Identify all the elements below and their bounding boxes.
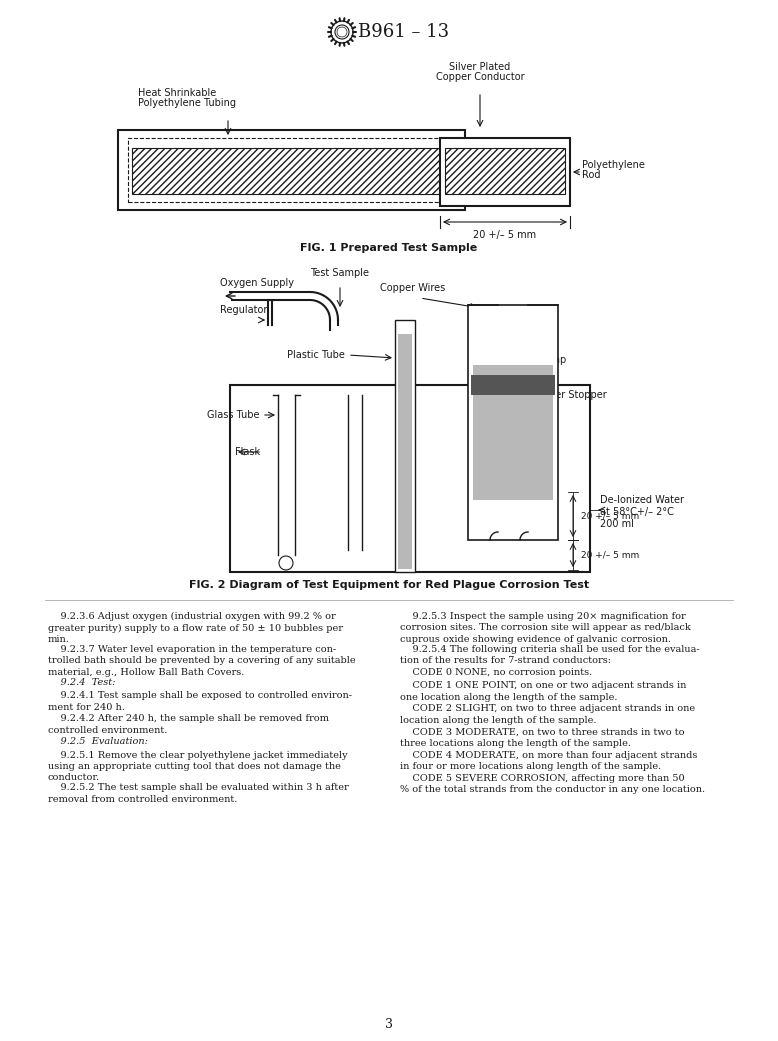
Text: CODE 1 ONE POINT, on one or two adjacent strands in
one location along the lengt: CODE 1 ONE POINT, on one or two adjacent… bbox=[400, 681, 686, 702]
Text: 9.2.4  Test:: 9.2.4 Test: bbox=[48, 678, 115, 687]
Text: Heat Shrinkable: Heat Shrinkable bbox=[138, 88, 216, 98]
Bar bbox=[132, 148, 460, 194]
Text: 9.2.4.1 Test sample shall be exposed to controlled environ-
ment for 240 h.: 9.2.4.1 Test sample shall be exposed to … bbox=[48, 691, 352, 712]
Text: Plastic Tube: Plastic Tube bbox=[287, 350, 345, 360]
Text: 3: 3 bbox=[385, 1018, 393, 1032]
Bar bbox=[473, 340, 553, 365]
Text: 9.2.5  Evaluation:: 9.2.5 Evaluation: bbox=[48, 737, 148, 746]
Text: Test Sample: Test Sample bbox=[310, 268, 370, 278]
Text: 200 ml: 200 ml bbox=[600, 519, 634, 529]
Text: Rod: Rod bbox=[582, 170, 601, 180]
Text: B961 – 13: B961 – 13 bbox=[358, 23, 449, 41]
Text: Air Gap: Air Gap bbox=[530, 355, 566, 365]
Text: Glass Tube: Glass Tube bbox=[208, 410, 260, 420]
Text: 20 +/– 5 mm: 20 +/– 5 mm bbox=[581, 511, 640, 520]
Text: Copper Conductor: Copper Conductor bbox=[436, 72, 524, 82]
Text: Silver Plated: Silver Plated bbox=[450, 62, 510, 72]
Text: Oxygen Supply: Oxygen Supply bbox=[220, 278, 294, 288]
Text: Copper Wires: Copper Wires bbox=[380, 283, 445, 293]
Text: CODE 2 SLIGHT, on two to three adjacent strands in one
location along the length: CODE 2 SLIGHT, on two to three adjacent … bbox=[400, 705, 695, 725]
Text: CODE 4 MODERATE, on more than four adjacent strands
in four or more locations al: CODE 4 MODERATE, on more than four adjac… bbox=[400, 751, 697, 771]
Text: De-Ionized Water: De-Ionized Water bbox=[600, 496, 684, 505]
Bar bbox=[232, 490, 588, 570]
Bar bbox=[118, 130, 465, 210]
Text: FIG. 1 Prepared Test Sample: FIG. 1 Prepared Test Sample bbox=[300, 243, 478, 253]
Text: 9.2.3.6 Adjust oxygen (industrial oxygen with 99.2 % or
greater purity) supply t: 9.2.3.6 Adjust oxygen (industrial oxygen… bbox=[48, 612, 343, 644]
Bar bbox=[445, 148, 565, 194]
Text: CODE 0 NONE, no corrosion points.: CODE 0 NONE, no corrosion points. bbox=[400, 668, 592, 677]
Bar bbox=[128, 138, 460, 202]
Circle shape bbox=[337, 27, 347, 37]
Text: 9.2.4.2 After 240 h, the sample shall be removed from
controlled environment.: 9.2.4.2 After 240 h, the sample shall be… bbox=[48, 714, 329, 735]
Text: Polyethylene Tubing: Polyethylene Tubing bbox=[138, 98, 236, 108]
Bar bbox=[471, 375, 555, 395]
Bar bbox=[398, 334, 412, 569]
Text: 20 +/– 5 mm: 20 +/– 5 mm bbox=[474, 230, 537, 240]
Text: CODE 5 SEVERE CORROSION, affecting more than 50
% of the total strands from the : CODE 5 SEVERE CORROSION, affecting more … bbox=[400, 773, 705, 794]
Text: 9.2.5.4 The following criteria shall be used for the evalua-
tion of the results: 9.2.5.4 The following criteria shall be … bbox=[400, 645, 699, 665]
Text: 9.2.5.1 Remove the clear polyethylene jacket immediately
using an appropriate cu: 9.2.5.1 Remove the clear polyethylene ja… bbox=[48, 751, 348, 783]
Text: Polyethylene: Polyethylene bbox=[582, 160, 645, 170]
Bar bbox=[473, 340, 553, 500]
Bar bbox=[395, 320, 415, 572]
Text: 9.2.5.2 The test sample shall be evaluated within 3 h after
removal from control: 9.2.5.2 The test sample shall be evaluat… bbox=[48, 784, 349, 804]
Text: CODE 3 MODERATE, on two to three strands in two to
three locations along the len: CODE 3 MODERATE, on two to three strands… bbox=[400, 728, 685, 747]
Text: 20 +/– 5 mm: 20 +/– 5 mm bbox=[581, 551, 640, 559]
Bar bbox=[468, 305, 558, 540]
Text: FIG. 2 Diagram of Test Equipment for Red Plague Corrosion Test: FIG. 2 Diagram of Test Equipment for Red… bbox=[189, 580, 589, 590]
Text: at 58°C+/– 2°C: at 58°C+/– 2°C bbox=[600, 507, 674, 517]
Bar bbox=[440, 138, 570, 206]
Bar bbox=[230, 385, 590, 572]
Text: Regulator: Regulator bbox=[220, 305, 268, 315]
Text: 9.2.5.3 Inspect the sample using 20× magnification for
corrosion sites. The corr: 9.2.5.3 Inspect the sample using 20× mag… bbox=[400, 612, 691, 644]
Text: Flask: Flask bbox=[235, 447, 260, 457]
Text: 9.2.3.7 Water level evaporation in the temperature con-
trolled bath should be p: 9.2.3.7 Water level evaporation in the t… bbox=[48, 645, 356, 677]
Text: Rubber Stopper: Rubber Stopper bbox=[530, 390, 607, 400]
